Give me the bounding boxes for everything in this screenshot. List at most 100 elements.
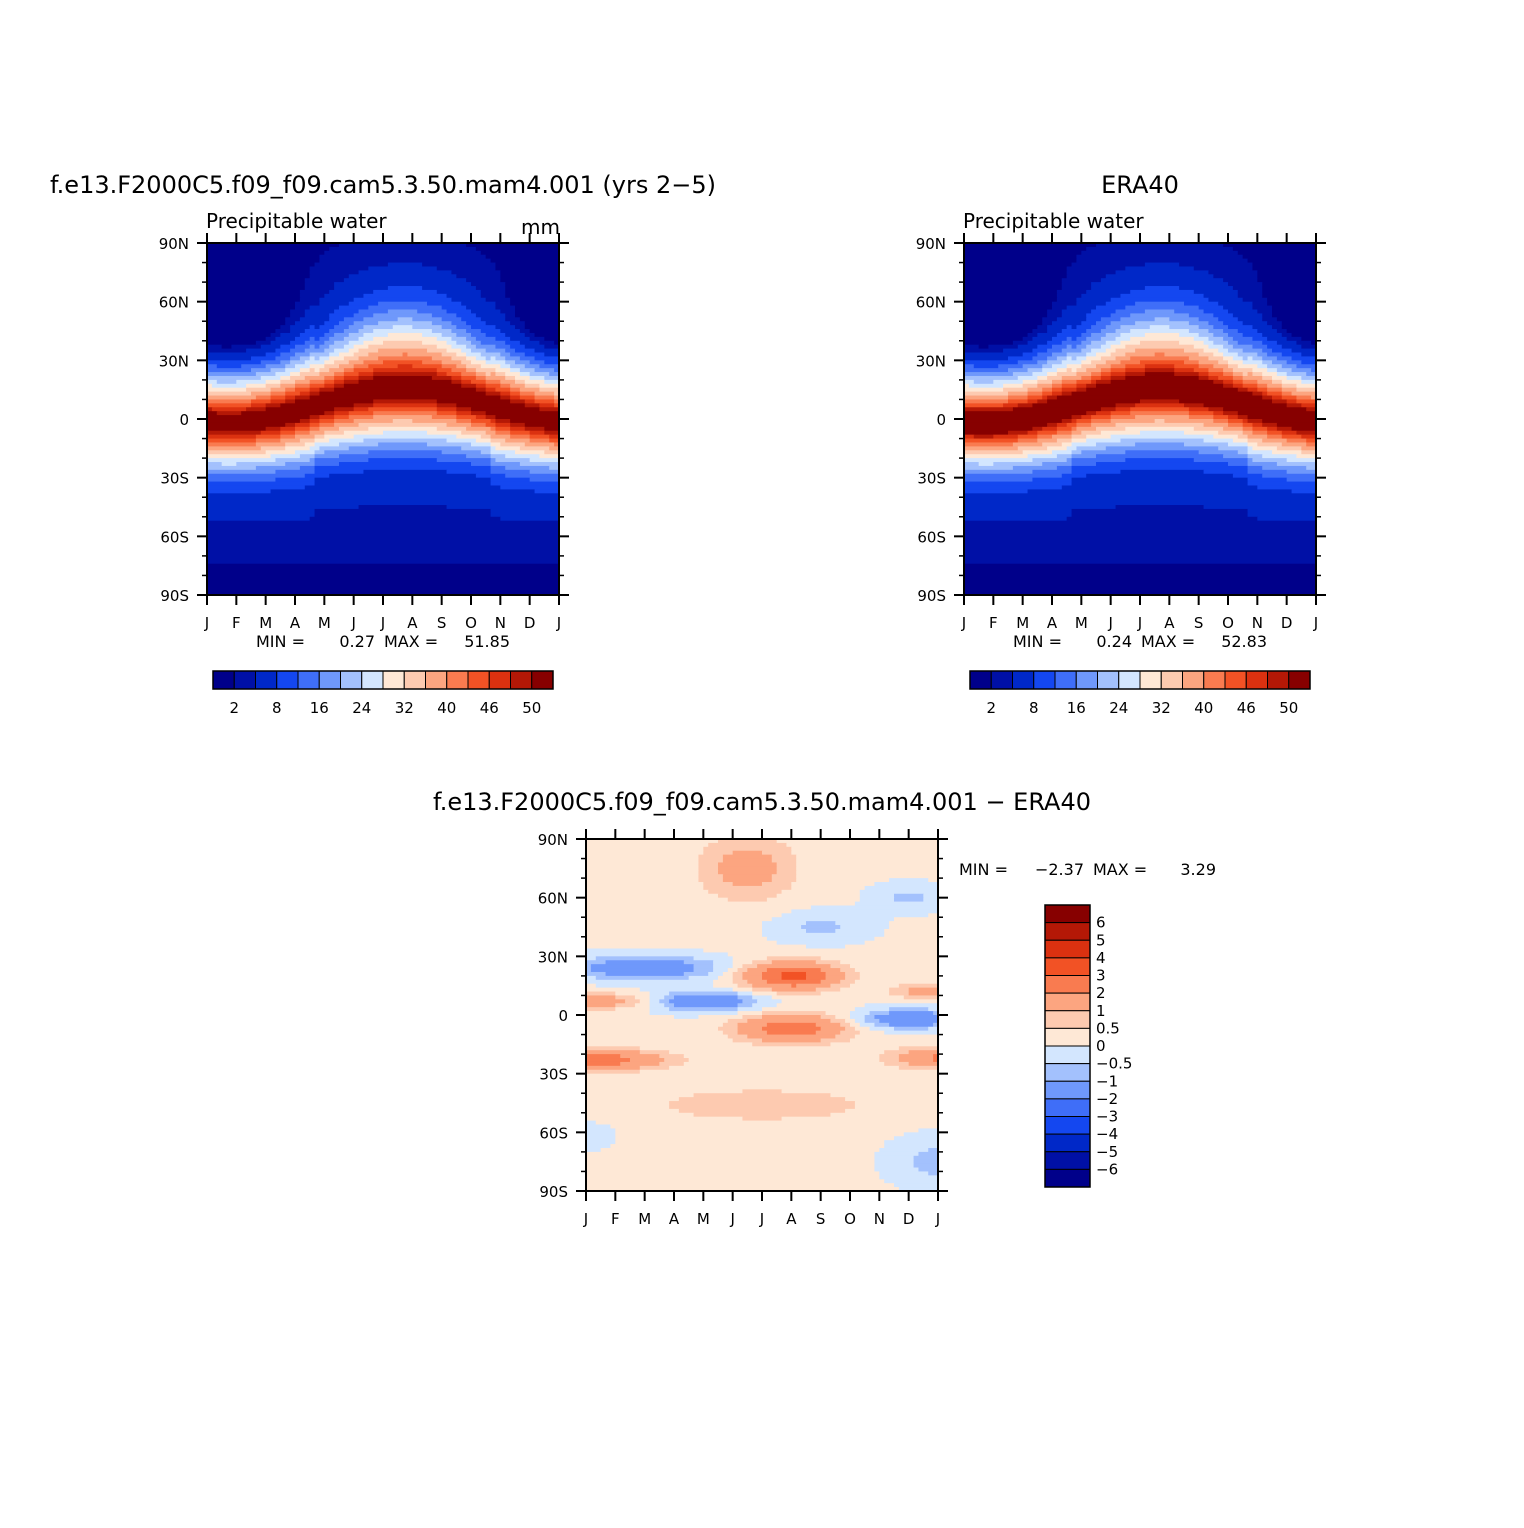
model-contour-cell [324,293,365,299]
obs-colorbar-box [969,670,992,690]
diff-contour-cell [884,1061,910,1067]
diff-contour-cell [854,901,939,907]
obs-contour-cell [1115,329,1131,334]
diff-contour-cell [669,1104,856,1110]
obs-contour-cell [1144,286,1180,291]
model-contour-cell [304,278,345,283]
model-contour-cell [309,419,321,424]
model-contour-cell [456,411,472,416]
model-contour-cell [343,278,467,283]
obs-contour-cell [1213,274,1258,279]
obs-contour-cell [1252,301,1268,307]
diff-contour-cell [776,870,797,875]
obs-contour-cell [1091,419,1112,424]
model-contour-cell [373,289,438,295]
model-contour-cell [368,426,438,432]
model-contour-cell [451,368,467,373]
model-y-tick-label: 30N [159,352,189,370]
diff-contour-cell [615,1136,895,1141]
model-colorbar-label: 2 [229,699,239,717]
model-contour-cell [207,336,267,342]
obs-contour-cell [1086,344,1102,350]
model-contour-cell [427,430,462,436]
model-contour-cell [451,336,467,342]
obs-contour-cell [964,250,1082,256]
model-contour-cell [207,246,330,252]
model-contour-cell [544,430,560,436]
diff-contour-cell [874,1167,920,1173]
model-contour-cell [334,348,350,354]
obs-contour-cell [964,317,1043,322]
obs-colorbar-frame [969,670,1311,690]
diff-contour-cell [771,917,895,922]
diff-contour-cell [840,1022,851,1028]
obs-contour-cell [1301,352,1317,358]
model-contour-cell [207,286,306,291]
obs-contour-cell [1237,289,1263,295]
model-contour-cell [529,434,550,440]
diff-y-tick-label: 90S [539,1183,568,1201]
model-contour-cell [260,360,281,365]
diff-contour-cell [586,932,763,938]
diff-contour-cell [815,1022,841,1028]
model-contour-cell [534,399,555,404]
obs-contour-cell [1071,368,1078,373]
diff-contour-cell [718,893,778,899]
obs-contour-cell [1262,422,1278,428]
obs-contour-cell [1296,387,1317,393]
model-contour-cell [280,426,296,432]
model-contour-cell [329,352,340,358]
diff-contour-cell [586,987,641,993]
diff-contour-cell [586,1050,641,1055]
model-contour-cell [255,465,301,471]
model-contour-cell [480,352,501,358]
diff-colorbar-box [1044,1168,1091,1188]
obs-contour-cell [1110,313,1131,318]
diff-contour-cell [933,1054,939,1059]
diff-contour-cell [815,987,841,993]
model-contour-cell [314,481,492,487]
diff-contour-cell [615,995,636,1000]
obs-contour-cell [1076,254,1244,260]
obs-colorbar: 2 8 16 24 32 40 46 50 [969,670,1311,717]
obs-contour-cell [1267,387,1283,393]
obs-contour-cell [1154,419,1166,424]
diff-x-tick-label: J [583,1210,588,1228]
obs-contour-cell [964,512,1073,518]
model-contour-cell [334,411,350,416]
model-contour-cell [290,329,306,334]
model-contour-cell [255,340,272,346]
diff-contour-cell [586,1034,729,1040]
obs-contour-cell [1272,305,1317,311]
diff-contour-cell [634,995,651,1000]
obs-contour-cell [964,368,1009,373]
obs-contour-cell [1208,321,1224,326]
obs-contour-cell [1096,243,1224,248]
model-contour-cell [373,399,438,404]
model-title: f.e13.F2000C5.f09_f09.cam5.3.50.mam4.001… [50,171,716,199]
model-contour-cell [554,442,560,447]
obs-contour-cell [973,434,994,440]
obs-contour-cell [1047,325,1068,330]
obs-contour-cell [1071,325,1078,330]
obs-contour-cell [1179,332,1200,338]
model-contour-cell [436,458,492,463]
diff-contour-cell [586,1038,734,1043]
diff-contour-cell [923,897,939,903]
obs-contour-cell [993,462,1043,467]
obs-contour-cell [1096,379,1112,385]
model-contour-cell [280,360,291,365]
model-contour-cell [500,352,511,358]
obs-contour-cell [1296,399,1317,404]
model-contour-cell [505,473,560,479]
obs-contour-cell [1032,469,1073,475]
diff-contour-cell [752,991,778,997]
model-contour-cell [358,379,453,385]
model-contour-cell [485,383,501,389]
obs-x-tick-label: F [989,614,998,632]
diff-contour-cell [737,968,748,973]
model-contour-cell [339,352,355,358]
diff-contour-cell [659,999,670,1004]
obs-contour-cell [1100,336,1117,342]
obs-contour-cell [973,364,999,369]
